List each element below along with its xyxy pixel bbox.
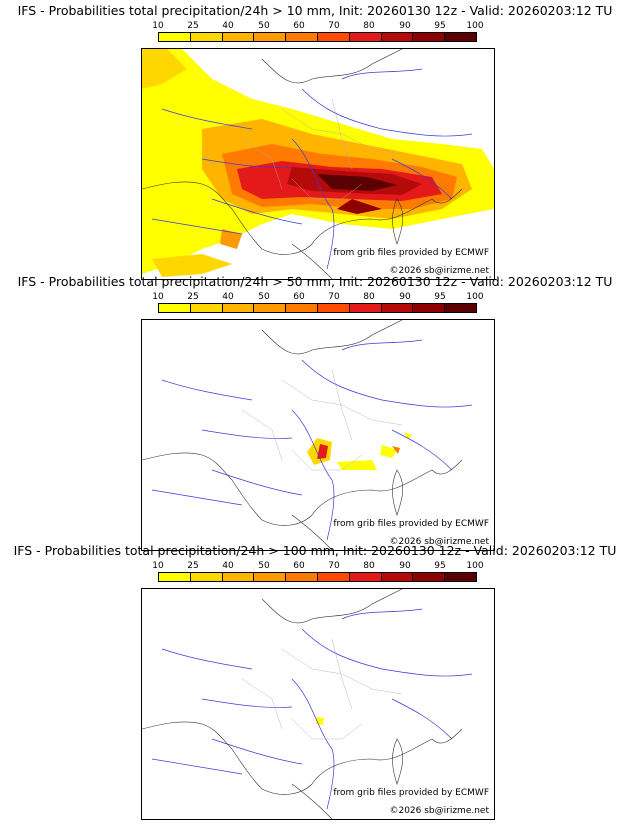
- rivers: [151, 339, 473, 541]
- colorbar-tick: 100: [466, 292, 484, 302]
- panel-10mm: IFS - Probabilities total precipitation/…: [0, 2, 630, 280]
- colorbar-tick: 95: [434, 292, 446, 302]
- colorbar-swatch: [413, 573, 446, 581]
- colorbar-swatch: [413, 304, 446, 312]
- colorbar-swatch: [317, 573, 350, 581]
- map-graphic: [142, 49, 494, 279]
- admin-boundaries: [241, 638, 403, 740]
- colorbar-tick: 10: [152, 21, 164, 31]
- colorbar-tick: 100: [466, 21, 484, 31]
- colorbar: [158, 572, 477, 582]
- colorbar: [158, 303, 477, 313]
- colorbar-tick-labels: 10 25 40 50 60 70 80 90 95 100: [152, 21, 483, 32]
- colorbar-swatch: [413, 33, 446, 41]
- colorbar-swatch: [349, 304, 382, 312]
- rivers: [151, 68, 473, 270]
- rivers: [151, 608, 473, 810]
- colorbar-tick: 25: [187, 561, 199, 571]
- colorbar-tick-labels: 10 25 40 50 60 70 80 90 95 100: [152, 561, 483, 572]
- colorbar-tick: 40: [222, 21, 234, 31]
- colorbar-tick: 70: [328, 292, 340, 302]
- colorbar-swatch: [381, 573, 414, 581]
- colorbar-tick: 10: [152, 292, 164, 302]
- coastlines: [142, 589, 463, 819]
- panel-50mm: IFS - Probabilities total precipitation/…: [0, 273, 630, 551]
- colorbar-tick: 50: [258, 292, 270, 302]
- credit-source: from grib files provided by ECMWF: [333, 788, 489, 798]
- map-graphic: [142, 320, 473, 550]
- colorbar-swatch: [190, 304, 223, 312]
- precip-map: from grib files provided by ECMWF ©2026 …: [141, 319, 495, 551]
- colorbar-swatch: [254, 573, 287, 581]
- precip-map: from grib files provided by ECMWF ©2026 …: [141, 48, 495, 280]
- colorbar-tick: 60: [293, 21, 305, 31]
- colorbar-swatch: [286, 33, 318, 41]
- colorbar-swatch: [286, 573, 318, 581]
- colorbar-swatch: [445, 573, 476, 581]
- colorbar-swatch: [159, 33, 191, 41]
- colorbar-tick: 50: [258, 561, 270, 571]
- colorbar-tick: 90: [399, 292, 411, 302]
- colorbar-swatch: [317, 33, 350, 41]
- colorbar-swatch: [349, 573, 382, 581]
- colorbar-swatch: [222, 33, 255, 41]
- admin-boundaries: [241, 369, 403, 471]
- precip-shading: [142, 49, 494, 277]
- colorbar-tick-labels: 10 25 40 50 60 70 80 90 95 100: [152, 292, 483, 303]
- colorbar-swatch: [222, 573, 255, 581]
- colorbar-swatch: [445, 304, 476, 312]
- credit-copyright: ©2026 sb@irizme.net: [389, 537, 489, 547]
- colorbar-tick: 80: [363, 292, 375, 302]
- colorbar-tick: 25: [187, 292, 199, 302]
- colorbar-tick: 70: [328, 561, 340, 571]
- colorbar-tick: 60: [293, 292, 305, 302]
- precip-shading: [307, 432, 412, 470]
- map-graphic: [142, 589, 473, 819]
- colorbar-tick: 70: [328, 21, 340, 31]
- coastlines: [142, 320, 463, 550]
- colorbar-swatch: [190, 33, 223, 41]
- colorbar-swatch: [159, 304, 191, 312]
- precip-map: from grib files provided by ECMWF ©2026 …: [141, 588, 495, 820]
- panel-100mm: IFS - Probabilities total precipitation/…: [0, 542, 630, 820]
- colorbar-swatch: [222, 304, 255, 312]
- colorbar-tick: 100: [466, 561, 484, 571]
- credit-copyright: ©2026 sb@irizme.net: [389, 806, 489, 816]
- credit-source: from grib files provided by ECMWF: [333, 248, 489, 258]
- colorbar-swatch: [159, 573, 191, 581]
- panel-title: IFS - Probabilities total precipitation/…: [13, 543, 617, 558]
- colorbar: [158, 32, 477, 42]
- admin-boundaries: [241, 98, 403, 200]
- colorbar-tick: 60: [293, 561, 305, 571]
- colorbar-swatch: [381, 33, 414, 41]
- colorbar-tick: 80: [363, 21, 375, 31]
- coastlines: [142, 49, 463, 279]
- colorbar-tick: 95: [434, 561, 446, 571]
- colorbar-tick: 95: [434, 21, 446, 31]
- colorbar-swatch: [381, 304, 414, 312]
- colorbar-swatch: [254, 304, 287, 312]
- credit-source: from grib files provided by ECMWF: [333, 519, 489, 529]
- colorbar-swatch: [254, 33, 287, 41]
- credit-copyright: ©2026 sb@irizme.net: [389, 266, 489, 276]
- colorbar-tick: 10: [152, 561, 164, 571]
- colorbar-tick: 90: [399, 21, 411, 31]
- colorbar-swatch: [317, 304, 350, 312]
- colorbar-tick: 40: [222, 292, 234, 302]
- colorbar-swatch: [286, 304, 318, 312]
- panel-title: IFS - Probabilities total precipitation/…: [17, 3, 613, 18]
- colorbar-swatch: [190, 573, 223, 581]
- colorbar-tick: 50: [258, 21, 270, 31]
- colorbar-tick: 90: [399, 561, 411, 571]
- colorbar-tick: 40: [222, 561, 234, 571]
- panel-title: IFS - Probabilities total precipitation/…: [17, 274, 613, 289]
- colorbar-swatch: [349, 33, 382, 41]
- colorbar-tick: 80: [363, 561, 375, 571]
- colorbar-swatch: [445, 33, 476, 41]
- colorbar-tick: 25: [187, 21, 199, 31]
